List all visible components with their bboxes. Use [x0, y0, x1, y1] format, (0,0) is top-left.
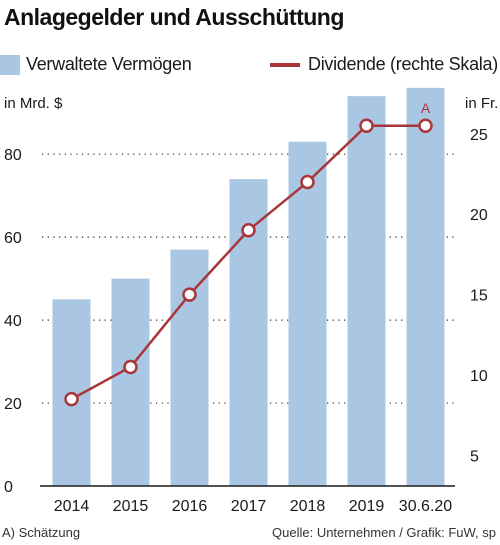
dividend-point-2019	[359, 118, 374, 134]
legend-label-verwaltete-vermoegen: Verwaltete Vermögen	[26, 54, 192, 74]
axis-labels: 0 20 40 60 80 5 10 15 20 25 in Mrd. $ in Fr. 2014 201…	[4, 95, 498, 515]
category-label-2015: 2015	[113, 498, 149, 515]
right-tick-label-25: 25	[470, 127, 488, 144]
chart-title: Anlagegelder und Ausschüttung	[4, 4, 344, 30]
annotations: A	[421, 100, 431, 116]
legend-swatch-line	[270, 62, 300, 67]
left-tick-label-60: 60	[4, 230, 22, 247]
category-label-2018: 2018	[290, 498, 326, 515]
left-tick-label-80: 80	[4, 147, 22, 164]
dividend-point-2015	[123, 359, 138, 375]
right-tick-label-20: 20	[470, 207, 488, 224]
dividend-point-2014	[64, 391, 79, 407]
left-axis-unit: in Mrd. $	[4, 95, 63, 112]
annotation-A: A	[421, 100, 431, 116]
category-label-2016: 2016	[172, 498, 208, 515]
bar-2018	[288, 141, 327, 486]
dividend-point-30.6.20	[418, 118, 433, 134]
bar-30.6.20	[406, 87, 445, 486]
right-tick-label-10: 10	[470, 368, 488, 385]
dividend-point-2017	[241, 223, 256, 238]
left-tick-label-40: 40	[4, 313, 22, 330]
legend-swatch-bar	[0, 54, 20, 75]
legend-item-dividende: Dividende (rechte Skala)	[270, 54, 498, 75]
category-label-2019: 2019	[349, 498, 385, 515]
right-axis-unit: in Fr.	[465, 95, 498, 112]
dividend-point-2016	[182, 287, 197, 302]
grid-lines	[42, 153, 455, 404]
footnote: A) Schätzung	[2, 525, 81, 540]
right-tick-label-5: 5	[470, 448, 479, 465]
right-tick-label-15: 15	[470, 288, 488, 305]
bar-2016	[170, 249, 209, 486]
dividend-point-2018	[300, 174, 315, 190]
source-credit: Quelle: Unternehmen / Grafik: FuW, sp	[272, 525, 496, 540]
legend-label-dividende: Dividende (rechte Skala)	[308, 54, 498, 74]
bar-2015	[111, 278, 150, 486]
bar-series	[52, 87, 445, 487]
category-label-2017: 2017	[231, 498, 267, 515]
left-tick-label-20: 20	[4, 396, 22, 413]
dividend-points	[64, 118, 433, 407]
left-tick-label-0: 0	[4, 479, 13, 496]
category-label-30.6.20: 30.6.20	[399, 498, 452, 515]
bar-2019	[347, 96, 386, 486]
legend: Verwaltete Vermögen Dividende (rechte Sk…	[0, 54, 500, 82]
category-label-2014: 2014	[54, 498, 90, 515]
legend-item-verwaltete-vermoegen: Verwaltete Vermögen	[0, 54, 192, 75]
